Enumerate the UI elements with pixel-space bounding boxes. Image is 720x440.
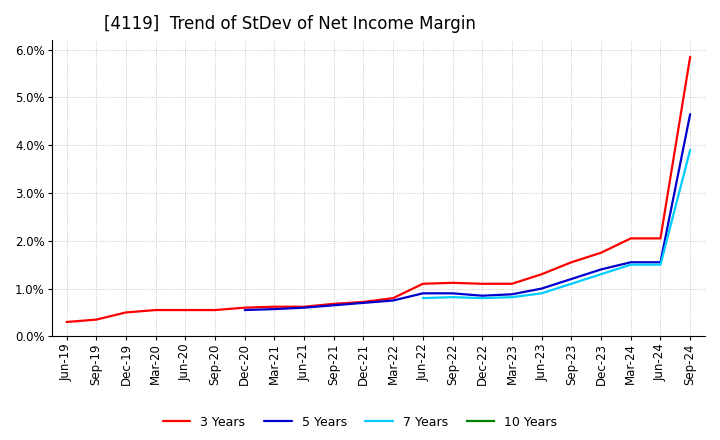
7 Years (567, 281, 576, 286)
3 Years (597, 250, 606, 255)
5 Years (389, 298, 397, 303)
7 Years (686, 147, 695, 153)
3 Years (686, 54, 695, 59)
5 Years (359, 300, 368, 305)
3 Years (181, 308, 189, 313)
3 Years (62, 319, 71, 325)
5 Years (656, 260, 665, 265)
7 Years (449, 294, 457, 300)
3 Years (270, 304, 279, 309)
5 Years (508, 292, 516, 297)
Line: 3 Years: 3 Years (66, 57, 690, 322)
5 Years (478, 293, 487, 298)
7 Years (418, 296, 427, 301)
7 Years (508, 294, 516, 300)
5 Years (330, 303, 338, 308)
3 Years (449, 280, 457, 286)
3 Years (567, 260, 576, 265)
Line: 7 Years: 7 Years (423, 150, 690, 298)
3 Years (626, 236, 635, 241)
3 Years (418, 281, 427, 286)
7 Years (537, 291, 546, 296)
3 Years (92, 317, 101, 322)
Text: [4119]  Trend of StDev of Net Income Margin: [4119] Trend of StDev of Net Income Marg… (104, 15, 476, 33)
3 Years (151, 308, 160, 313)
7 Years (656, 262, 665, 268)
3 Years (300, 304, 308, 309)
3 Years (211, 308, 220, 313)
5 Years (686, 111, 695, 117)
3 Years (240, 305, 249, 310)
3 Years (122, 310, 130, 315)
5 Years (449, 291, 457, 296)
5 Years (240, 308, 249, 313)
3 Years (537, 271, 546, 277)
3 Years (330, 301, 338, 307)
7 Years (478, 296, 487, 301)
3 Years (478, 281, 487, 286)
5 Years (597, 267, 606, 272)
5 Years (270, 306, 279, 312)
3 Years (656, 236, 665, 241)
5 Years (626, 260, 635, 265)
7 Years (597, 271, 606, 277)
5 Years (567, 276, 576, 282)
3 Years (389, 296, 397, 301)
5 Years (300, 305, 308, 310)
5 Years (418, 291, 427, 296)
3 Years (359, 299, 368, 304)
Legend: 3 Years, 5 Years, 7 Years, 10 Years: 3 Years, 5 Years, 7 Years, 10 Years (158, 411, 562, 434)
7 Years (626, 262, 635, 268)
3 Years (508, 281, 516, 286)
Line: 5 Years: 5 Years (245, 114, 690, 310)
5 Years (537, 286, 546, 291)
